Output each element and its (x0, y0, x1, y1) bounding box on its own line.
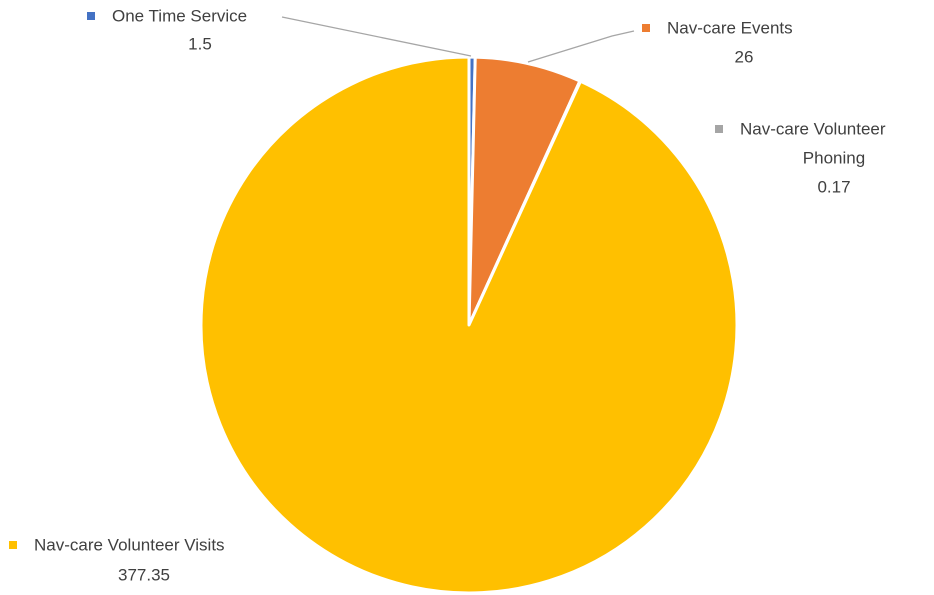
label-key-nav-care-events (642, 24, 650, 32)
value-label-nav-care-volunteer-visits: 377.35 (118, 565, 170, 584)
category-label-nav-care-volunteer-phoning-line2: Phoning (803, 148, 865, 167)
label-key-nav-care-volunteer-phoning (715, 125, 723, 133)
label-key-one-time-service (87, 12, 95, 20)
leader-line-one-time-service (281, 16, 472, 57)
category-label-nav-care-volunteer-phoning: Nav-care Volunteer (740, 119, 886, 138)
category-label-nav-care-events: Nav-care Events (667, 18, 793, 37)
pie-slices (199, 55, 739, 595)
data-labels: One Time Service 1.5 Nav-care Events 26 Nav-… (9, 6, 886, 584)
leader-lines (281, 16, 635, 63)
value-label-nav-care-volunteer-phoning: 0.17 (817, 177, 850, 196)
value-label-nav-care-events: 26 (735, 47, 754, 66)
value-label-one-time-service: 1.5 (188, 34, 212, 53)
label-key-nav-care-volunteer-visits (9, 541, 17, 549)
category-label-one-time-service: One Time Service (112, 6, 247, 25)
leader-line-nav-care-events (527, 30, 635, 63)
category-label-nav-care-volunteer-visits: Nav-care Volunteer Visits (34, 535, 225, 554)
pie-slice-nav-care-volunteer-visits (199, 55, 739, 595)
